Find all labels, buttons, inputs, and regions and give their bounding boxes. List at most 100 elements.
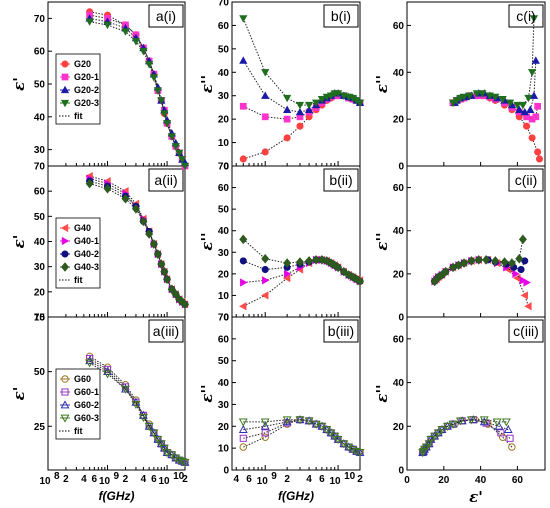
legend-entry: G60-2 (74, 400, 99, 410)
data-point (334, 262, 343, 273)
panel-frame (231, 316, 361, 471)
legend-marker (60, 99, 70, 108)
panel-frames (47, 1, 546, 471)
panel-biii (231, 316, 361, 471)
y-tick-label: 70 (218, 162, 230, 173)
data-point (517, 266, 525, 274)
y-tick-label: 0 (398, 162, 404, 173)
series-group (85, 171, 190, 310)
y-tick-label: 40 (34, 237, 46, 248)
y-axis-label: ε'' (198, 384, 216, 402)
legend-marker (61, 388, 69, 396)
data-point (283, 134, 291, 142)
data-point (485, 92, 494, 100)
data-point (153, 249, 162, 259)
data-point (418, 449, 428, 458)
legend (55, 217, 101, 289)
fit-curve (89, 11, 186, 167)
data-point (138, 414, 148, 423)
data-point (529, 15, 539, 23)
data-point (260, 421, 270, 430)
data-point (534, 102, 542, 110)
data-point (482, 255, 491, 265)
legend-entry: G60-3 (74, 413, 99, 423)
data-point (175, 149, 184, 158)
data-point (260, 291, 269, 300)
data-point (238, 418, 248, 427)
legend (55, 368, 101, 440)
y-tick-label: 40 (393, 226, 405, 237)
fit-curve (243, 419, 361, 453)
data-point (327, 258, 335, 268)
x-minor-label: 4 (141, 474, 147, 485)
y-tick-label: 70 (218, 0, 230, 9)
data-point (145, 61, 154, 69)
data-point (261, 266, 269, 274)
data-point (524, 94, 533, 103)
y-tick-label: 30 (218, 91, 230, 102)
x-tick-label: 10 (159, 476, 171, 487)
data-point (528, 69, 537, 77)
data-point (506, 434, 514, 442)
y-tick-label: 60 (34, 47, 46, 58)
fit-curve (242, 18, 361, 106)
panel-label: c(i) (516, 8, 535, 24)
data-point (326, 92, 336, 100)
panel-label: b(ii) (329, 172, 352, 188)
data-point (149, 239, 158, 249)
y-tick-label: 50 (34, 367, 46, 378)
y-tick-label: 10 (34, 313, 46, 324)
x-tick-label: 10 (257, 476, 269, 487)
y-tick-label: 20 (393, 269, 405, 280)
data-point (513, 101, 522, 110)
data-point (121, 385, 130, 394)
legend-marker (61, 262, 69, 272)
y-tick-label: 70 (218, 313, 230, 324)
legend-entry: G20-3 (74, 98, 99, 108)
data-point (515, 253, 524, 264)
y-tick-label: 20 (218, 269, 230, 280)
data-point (283, 105, 292, 113)
data-point (121, 193, 130, 204)
data-point (421, 443, 431, 452)
y-tick-label: 30 (218, 248, 230, 259)
data-point (498, 96, 507, 104)
data-point (180, 162, 190, 171)
fit-curve (89, 178, 186, 305)
legend-entry: G20 (74, 59, 91, 69)
data-point (348, 445, 358, 454)
x-minor-label: 2 (284, 474, 290, 485)
panel-label: b(i) (331, 8, 351, 24)
data-point (508, 443, 516, 451)
data-point (474, 255, 483, 265)
data-point (520, 291, 528, 300)
legend-entry: G60-1 (74, 387, 99, 397)
y-tick-label: 40 (218, 378, 230, 389)
data-point (304, 105, 314, 113)
data-point (239, 434, 247, 442)
y-tick-label: 30 (218, 400, 230, 411)
data-point (239, 234, 248, 245)
data-point (239, 155, 247, 163)
y-tick-label: 40 (393, 68, 405, 79)
data-point (103, 21, 112, 30)
data-point (181, 299, 189, 310)
data-point (160, 266, 169, 277)
y-axis-label: ε'' (373, 75, 391, 93)
data-point (282, 416, 292, 425)
data-point (239, 56, 248, 64)
y-tick-label: 30 (34, 262, 46, 273)
y-tick-label: 10 (218, 444, 230, 455)
legend-entry: fit (74, 275, 83, 285)
panel-ai (47, 1, 186, 167)
x-tick-exponent: 10 (344, 471, 356, 482)
data-point (149, 74, 158, 82)
x-minor-label: 2 (63, 474, 69, 485)
x-minor-label: 6 (246, 474, 252, 485)
data-point (131, 38, 141, 46)
y-tick-label: 40 (34, 112, 46, 123)
legend-marker (61, 60, 69, 68)
data-point (238, 424, 248, 433)
data-point (500, 257, 509, 267)
data-point (282, 417, 292, 426)
